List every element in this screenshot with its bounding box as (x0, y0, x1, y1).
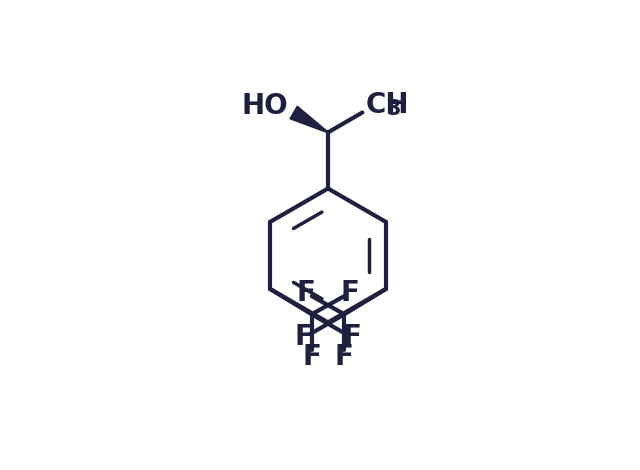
Text: HO: HO (241, 92, 288, 120)
Text: F: F (302, 343, 321, 371)
Text: F: F (342, 323, 361, 351)
Text: CH: CH (365, 91, 409, 119)
Text: F: F (295, 323, 314, 351)
Text: 3: 3 (387, 99, 401, 119)
Polygon shape (290, 106, 328, 133)
Text: F: F (335, 343, 354, 371)
Text: F: F (296, 279, 316, 306)
Text: F: F (340, 279, 360, 306)
